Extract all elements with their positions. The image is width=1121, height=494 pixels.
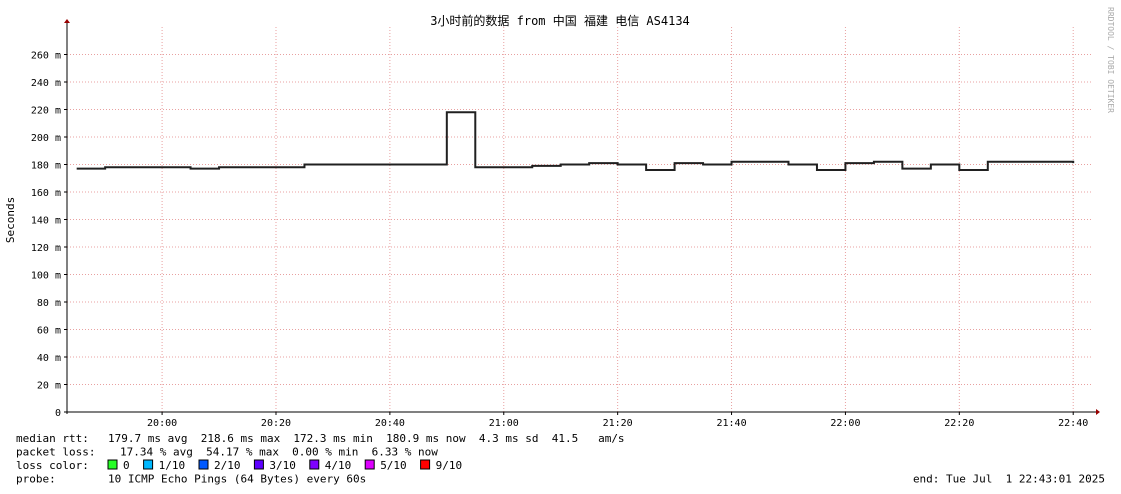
loss-swatch	[107, 459, 118, 470]
loss-swatch	[198, 459, 209, 470]
y-tick-label: 140 m	[31, 216, 61, 227]
loss-legend-entry: 5/10	[380, 459, 407, 472]
loss-legend-entry: 1/10	[159, 459, 186, 472]
plot	[76, 111, 1075, 171]
y-tick-label: 120 m	[31, 243, 61, 254]
stat-text: 17.34 % avg 54.17 % max 0.00 % min 6.33 …	[120, 446, 438, 459]
y-tick-label: 0	[55, 408, 61, 419]
end-time: end: Tue Jul 1 22:43:01 2025	[913, 473, 1105, 486]
loss-swatch	[420, 459, 431, 470]
y-tick-label: 200 m	[31, 133, 61, 144]
x-axis-arrow	[1096, 409, 1100, 415]
y-axis-label: Seconds	[4, 197, 17, 243]
x-tick-label: 20:00	[147, 418, 177, 429]
x-tick-label: 22:40	[1058, 418, 1088, 429]
y-tick-label: 20 m	[37, 381, 61, 392]
y-tick-label: 100 m	[31, 271, 61, 282]
stat-text: 179.7 ms avg 218.6 ms max 172.3 ms min 1…	[108, 432, 625, 445]
stat-label: packet loss:	[16, 446, 95, 459]
chart-title: 3小时前的数据 from 中国 福建 电信 AS4134	[430, 13, 690, 28]
x-tick-label: 20:40	[375, 418, 405, 429]
loss-legend-entry: 9/10	[436, 459, 463, 472]
y-tick-label: 40 m	[37, 353, 61, 364]
legend: median rtt: 179.7 ms avg 218.6 ms max 172…	[16, 432, 1105, 486]
x-tick-label: 22:00	[830, 418, 860, 429]
loss-swatch	[253, 459, 264, 470]
x-tick-label: 21:20	[603, 418, 633, 429]
loss-legend-entry: 0	[123, 459, 130, 472]
y-tick-label: 80 m	[37, 298, 61, 309]
loss-legend-entry: 3/10	[269, 459, 296, 472]
probe-text: 10 ICMP Echo Pings (64 Bytes) every 60s	[108, 473, 366, 486]
y-axis-arrow	[64, 19, 70, 23]
loss-legend-entry: 4/10	[325, 459, 352, 472]
y-tick-label: 160 m	[31, 188, 61, 199]
loss-swatch	[143, 459, 154, 470]
x-tick-label: 22:20	[944, 418, 974, 429]
probe-label: probe:	[16, 473, 56, 486]
y-tick-label: 60 m	[37, 326, 61, 337]
y-tick-label: 220 m	[31, 106, 61, 117]
y-tick-label: 240 m	[31, 78, 61, 89]
grid: 0 20 m 40 m 60 m 80 m 100 m 120 m 140 m 160 m 180…	[31, 19, 1100, 429]
x-tick-label: 20:20	[261, 418, 291, 429]
loss-swatch	[309, 459, 320, 470]
x-tick-label: 21:40	[716, 418, 746, 429]
y-tick-label: 260 m	[31, 51, 61, 62]
loss-legend-entry: 2/10	[214, 459, 241, 472]
watermark: RRDTOOL / TOBI OETIKER	[1106, 7, 1115, 113]
loss-swatch	[364, 459, 375, 470]
median-line	[76, 111, 1075, 171]
loss-legend-label: loss color:	[16, 459, 89, 472]
y-tick-label: 180 m	[31, 161, 61, 172]
x-tick-label: 21:00	[489, 418, 519, 429]
stat-label: median rtt:	[16, 432, 89, 445]
